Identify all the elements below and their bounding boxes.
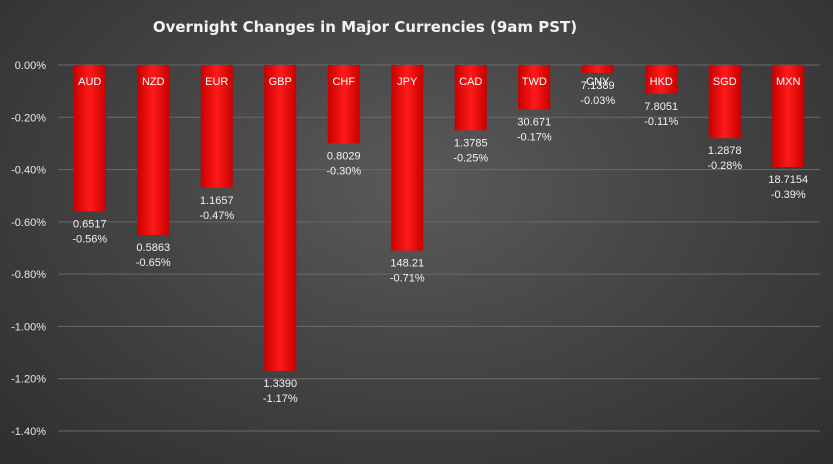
- data-label: -0.28%: [707, 160, 742, 172]
- y-axis-ticks: 0.00% -0.20% -0.40% -0.60% -0.80% -1.00% -1.20…: [11, 60, 46, 438]
- bar-group: AUD 0.6517 -0.56%: [72, 65, 107, 245]
- bar: [454, 65, 487, 131]
- category-label: EUR: [205, 76, 228, 88]
- bar: [200, 65, 233, 188]
- rate-label: 1.1657: [200, 195, 234, 207]
- data-label: -0.17%: [517, 131, 552, 143]
- category-label: SGD: [713, 76, 737, 88]
- rate-label: 148.21: [390, 258, 424, 270]
- y-tick-label: -1.00%: [11, 321, 46, 333]
- rate-label: 0.5863: [136, 242, 170, 254]
- y-tick-label: -0.20%: [11, 112, 46, 124]
- category-label: NZD: [142, 76, 165, 88]
- bar: [264, 65, 297, 371]
- category-label: AUD: [78, 76, 101, 88]
- data-label: -0.03%: [580, 95, 615, 107]
- y-tick-label: -1.20%: [11, 374, 46, 386]
- category-label: GBP: [269, 76, 292, 88]
- bars: AUD 0.6517 -0.56% NZD 0.5863 -0.65% EUR 1.1657 -…: [72, 65, 808, 405]
- bar-group: JPY 148.21 -0.71%: [390, 65, 425, 285]
- y-tick-label: -1.40%: [11, 426, 46, 438]
- bar: [708, 65, 741, 139]
- rate-label: 1.2878: [708, 145, 742, 157]
- category-label: CHF: [332, 76, 355, 88]
- bar: [645, 65, 678, 94]
- bar: [581, 65, 614, 73]
- bar-group: NZD 0.5863 -0.65%: [136, 65, 171, 269]
- y-tick-label: -0.80%: [11, 269, 46, 281]
- bar-group: MXN 18.7154 -0.39%: [768, 65, 808, 201]
- bar: [518, 65, 551, 110]
- bar: [327, 65, 360, 144]
- bar: [772, 65, 805, 167]
- category-label: CNY: [586, 76, 610, 88]
- data-label: -0.65%: [136, 257, 171, 269]
- rate-label: 0.8029: [327, 150, 361, 162]
- bar-group: CAD 1.3785 -0.25%: [453, 65, 488, 164]
- bar-group: GBP 1.3390 -1.17%: [263, 65, 298, 405]
- rate-label: 18.7154: [768, 174, 808, 186]
- gridlines: [58, 64, 820, 432]
- chart-title: Overnight Changes in Major Currencies (9…: [153, 18, 577, 36]
- bar-group: EUR 1.1657 -0.47%: [199, 65, 234, 222]
- data-label: -0.71%: [390, 273, 425, 285]
- y-tick-label: -0.40%: [11, 165, 46, 177]
- category-label: TWD: [522, 76, 547, 88]
- bar-group: TWD 30.671 -0.17%: [517, 65, 552, 143]
- bar-group: CHF 0.8029 -0.30%: [326, 65, 361, 177]
- rate-label: 1.3390: [263, 378, 297, 390]
- data-label: -0.30%: [326, 165, 361, 177]
- y-tick-label: -0.60%: [11, 217, 46, 229]
- y-tick-label: 0.00%: [15, 60, 46, 72]
- data-label: -0.56%: [72, 233, 107, 245]
- category-label: HKD: [650, 76, 673, 88]
- bar: [391, 65, 424, 251]
- category-label: CAD: [459, 76, 482, 88]
- data-label: -0.25%: [453, 152, 488, 164]
- rate-label: 0.6517: [73, 218, 107, 230]
- rate-label: 7.1389: [581, 80, 615, 92]
- data-label: -0.11%: [644, 116, 678, 128]
- bar: [137, 65, 170, 235]
- rate-label: 30.671: [517, 116, 551, 128]
- data-label: -0.39%: [771, 189, 806, 201]
- category-label: MXN: [776, 76, 801, 88]
- rate-label: 7.8051: [644, 101, 678, 113]
- bar-group: SGD 1.2878 -0.28%: [707, 65, 742, 172]
- rate-label: 1.3785: [454, 137, 488, 149]
- data-label: -1.17%: [263, 393, 298, 405]
- category-label: JPY: [397, 76, 418, 88]
- data-label: -0.47%: [199, 210, 234, 222]
- bar: [73, 65, 106, 212]
- bar-group: HKD 7.8051 -0.11%: [644, 65, 678, 128]
